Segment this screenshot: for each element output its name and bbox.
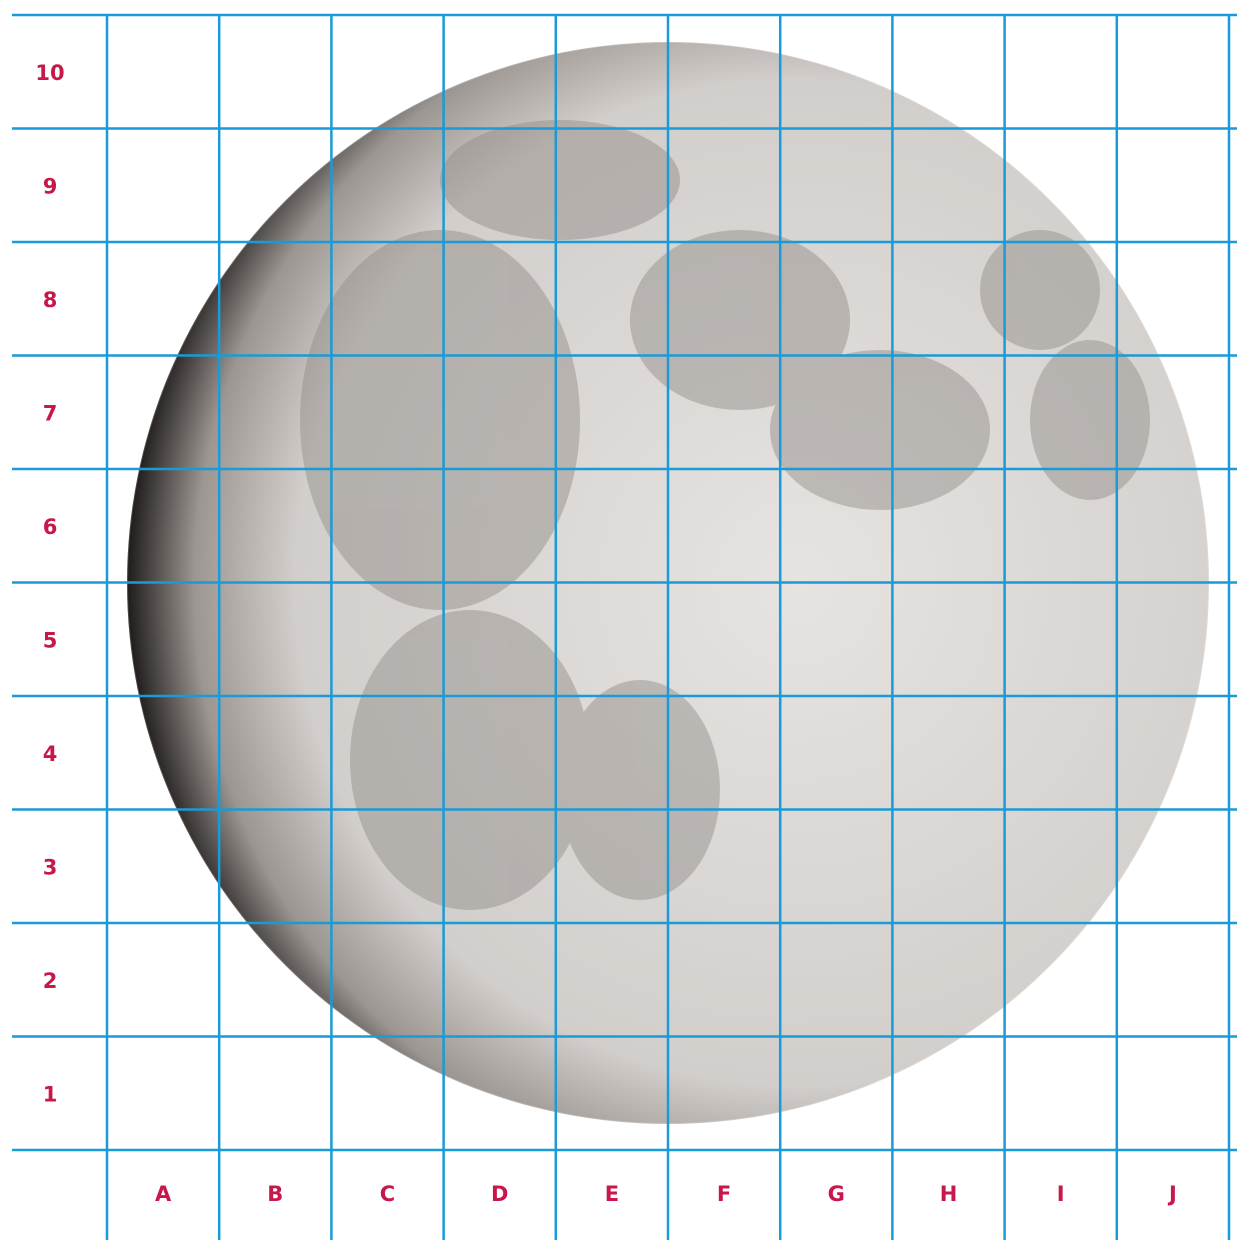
row-label: 1 <box>43 1082 58 1106</box>
column-label: H <box>940 1182 958 1206</box>
column-label: E <box>605 1182 619 1206</box>
column-label: A <box>155 1182 172 1206</box>
grid-labels: 10 9 8 7 6 5 4 3 2 1 A B C D E F G H I J <box>35 61 1176 1206</box>
row-label: 7 <box>43 401 58 425</box>
row-label: 10 <box>35 61 64 85</box>
column-label: J <box>1167 1182 1177 1206</box>
row-label: 3 <box>43 855 58 879</box>
column-label: F <box>717 1182 731 1206</box>
grid-lines <box>12 13 1237 1240</box>
column-label: G <box>828 1182 845 1206</box>
column-label: I <box>1057 1182 1065 1206</box>
row-label: 8 <box>43 288 58 312</box>
row-label: 2 <box>43 969 58 993</box>
row-label: 9 <box>43 174 58 198</box>
row-label: 5 <box>43 628 58 652</box>
column-label: C <box>380 1182 395 1206</box>
row-label: 6 <box>43 515 58 539</box>
column-label: D <box>491 1182 508 1206</box>
column-label: B <box>267 1182 283 1206</box>
row-label: 4 <box>43 742 58 766</box>
